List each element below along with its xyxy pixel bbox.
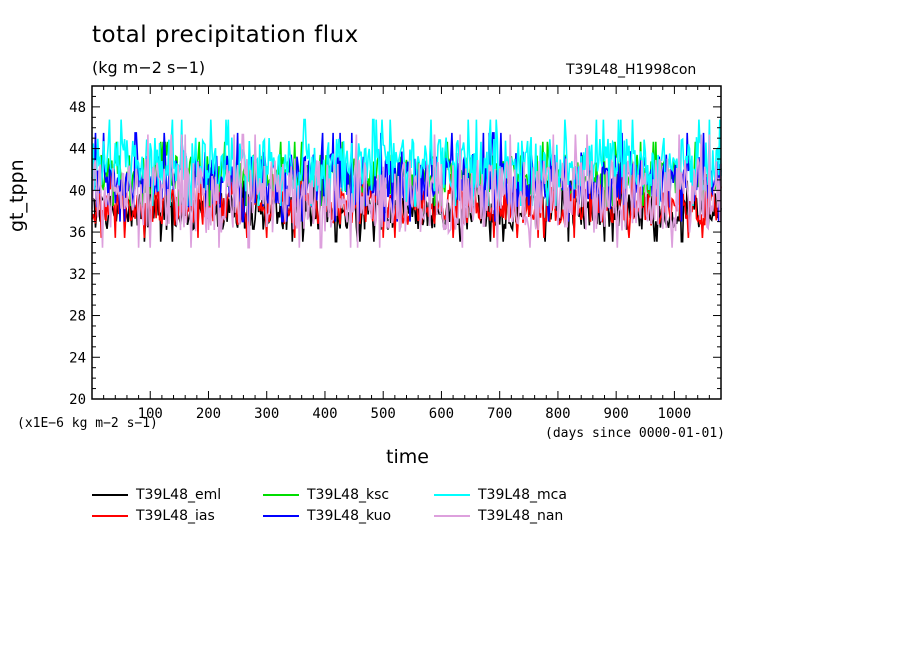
chart-title: total precipitation flux (92, 22, 359, 48)
x-axis-label: time (386, 446, 429, 468)
y-tick-label: 40 (69, 183, 86, 199)
legend-label: T39L48_eml (136, 487, 222, 503)
y-tick-label: 48 (69, 100, 86, 116)
legend-label: T39L48_kuo (307, 508, 392, 524)
legend-item-T39L48_mca: T39L48_mca (434, 486, 567, 504)
x-axis-units: (days since 0000-01-01) (545, 426, 726, 441)
x-tick-label: 800 (545, 406, 570, 422)
legend-label: T39L48_mca (478, 487, 567, 503)
legend-item-T39L48_eml: T39L48_eml (92, 486, 221, 504)
x-tick-label: 300 (254, 406, 279, 422)
y-tick-label: 32 (69, 267, 86, 283)
run-label: T39L48_H1998con (566, 62, 697, 78)
x-tick-label: 700 (487, 406, 512, 422)
x-tick-label: 600 (429, 406, 454, 422)
y-scale-note: (x1E−6 kg m−2 s−1) (17, 416, 158, 431)
x-tick-label: 900 (604, 406, 629, 422)
plot-frame (91, 85, 722, 400)
y-tick-label: 36 (69, 225, 86, 241)
legend-swatch (434, 515, 470, 517)
legend-swatch (92, 494, 128, 496)
y-tick-label: 20 (69, 392, 86, 408)
y-tick-label: 24 (69, 350, 86, 366)
legend-label: T39L48_nan (478, 508, 564, 524)
legend-item-T39L48_ias: T39L48_ias (92, 507, 215, 525)
x-tick-label: 500 (371, 406, 396, 422)
legend-label: T39L48_ias (136, 508, 215, 524)
x-tick-label: 400 (312, 406, 337, 422)
legend-swatch (92, 515, 128, 517)
x-tick-label: 200 (196, 406, 221, 422)
y-tick-label: 44 (69, 142, 86, 158)
legend-swatch (263, 515, 299, 517)
chart-units: (kg m−2 s−1) (92, 58, 206, 77)
legend-item-T39L48_ksc: T39L48_ksc (263, 486, 389, 504)
legend-item-T39L48_nan: T39L48_nan (434, 507, 563, 525)
x-tick-label: 1000 (658, 406, 692, 422)
legend-item-T39L48_kuo: T39L48_kuo (263, 507, 391, 525)
legend-label: T39L48_ksc (307, 487, 390, 503)
x-tick-label: 100 (138, 406, 163, 422)
legend-swatch (434, 494, 470, 496)
legend-swatch (263, 494, 299, 496)
series-line-T39L48_nan (91, 133, 722, 249)
y-tick-label: 28 (69, 309, 86, 325)
